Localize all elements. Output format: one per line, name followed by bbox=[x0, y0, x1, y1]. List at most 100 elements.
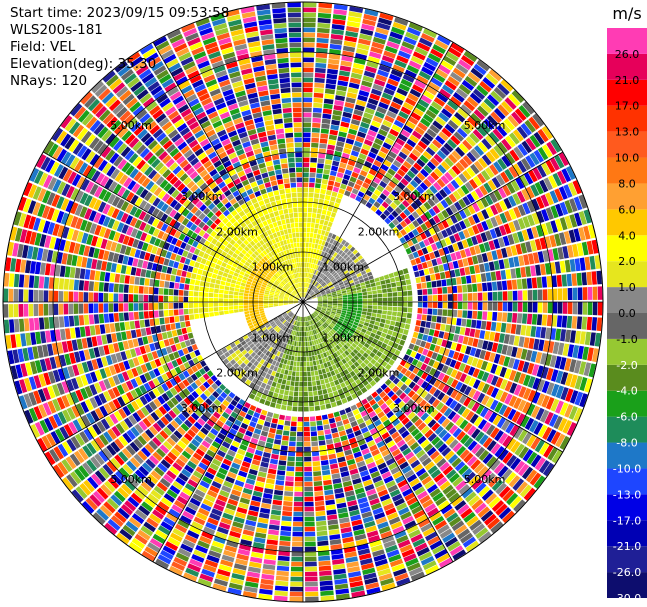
range-gate bbox=[482, 311, 488, 320]
range-gate bbox=[304, 486, 313, 492]
range-gate bbox=[323, 252, 328, 258]
range-gate bbox=[494, 214, 503, 226]
range-gate bbox=[108, 313, 115, 323]
range-gate bbox=[420, 214, 428, 223]
range-gate bbox=[333, 9, 347, 16]
range-gate bbox=[319, 261, 323, 267]
range-gate bbox=[481, 209, 490, 220]
range-gate bbox=[292, 526, 303, 532]
range-gate bbox=[581, 241, 589, 256]
range-gate bbox=[317, 265, 321, 271]
range-gate bbox=[414, 243, 421, 251]
range-gate bbox=[178, 289, 184, 296]
range-gate bbox=[481, 154, 492, 166]
range-gate bbox=[173, 309, 179, 316]
range-gate bbox=[313, 198, 319, 204]
range-gate bbox=[283, 425, 290, 431]
range-gate bbox=[303, 401, 309, 407]
range-gate bbox=[336, 277, 342, 282]
range-gate bbox=[487, 302, 493, 311]
range-gate bbox=[387, 297, 393, 302]
range-gate bbox=[325, 290, 331, 293]
range-gate bbox=[223, 290, 229, 295]
range-gate bbox=[311, 217, 316, 223]
range-gate bbox=[68, 291, 74, 302]
range-gate bbox=[581, 316, 588, 330]
range-gate bbox=[183, 302, 189, 309]
range-gate bbox=[532, 289, 538, 301]
range-gate bbox=[303, 242, 306, 248]
range-gate bbox=[319, 234, 324, 241]
range-gate bbox=[343, 254, 349, 260]
range-gate bbox=[349, 192, 357, 200]
range-gate bbox=[462, 293, 468, 301]
range-gate bbox=[336, 85, 348, 92]
range-gate bbox=[441, 84, 454, 95]
range-gate bbox=[168, 302, 174, 310]
range-gate bbox=[318, 224, 324, 230]
range-gate bbox=[345, 97, 356, 104]
range-gate bbox=[317, 303, 323, 305]
range-gate bbox=[309, 416, 316, 422]
range-gate bbox=[335, 95, 346, 102]
range-gate bbox=[531, 212, 540, 225]
range-gate bbox=[428, 227, 436, 236]
range-gate bbox=[325, 83, 336, 90]
range-gate bbox=[309, 177, 316, 183]
range-gate bbox=[396, 316, 402, 322]
range-gate bbox=[317, 298, 323, 301]
range-gate bbox=[584, 331, 591, 346]
range-gate bbox=[398, 151, 408, 160]
range-gate bbox=[421, 261, 428, 269]
range-gate bbox=[353, 57, 366, 65]
range-gate bbox=[424, 253, 431, 261]
range-gate bbox=[303, 107, 312, 113]
range-gate bbox=[371, 312, 377, 317]
range-gate bbox=[409, 192, 418, 201]
range-gate bbox=[493, 238, 501, 249]
range-gate bbox=[406, 170, 416, 179]
range-gate bbox=[542, 250, 550, 262]
range-gate bbox=[457, 108, 469, 119]
range-gate bbox=[556, 274, 563, 287]
range-gate bbox=[372, 142, 382, 150]
range-gate bbox=[153, 303, 159, 310]
range-gate bbox=[317, 299, 323, 302]
range-gate bbox=[319, 280, 324, 285]
range-gate bbox=[68, 279, 75, 290]
range-gate bbox=[303, 381, 308, 387]
range-gate bbox=[360, 282, 366, 287]
range-gate bbox=[352, 114, 362, 121]
range-gate bbox=[395, 137, 406, 147]
range-gate bbox=[331, 29, 344, 36]
range-gate bbox=[323, 257, 328, 263]
range-gate bbox=[472, 292, 478, 301]
range-gate bbox=[307, 212, 312, 218]
range-gate bbox=[545, 159, 556, 174]
range-gate bbox=[327, 295, 333, 298]
range-gate bbox=[413, 176, 422, 185]
range-gate bbox=[305, 252, 308, 258]
range-gate bbox=[312, 269, 316, 274]
range-gate bbox=[334, 181, 341, 188]
range-gate bbox=[571, 273, 578, 286]
range-gate bbox=[388, 150, 397, 159]
range-gate bbox=[303, 157, 310, 163]
range-gate bbox=[520, 242, 528, 254]
range-gate bbox=[417, 295, 423, 302]
range-gate bbox=[374, 277, 380, 283]
range-gate bbox=[428, 217, 437, 227]
range-gate bbox=[380, 59, 393, 68]
range-gate bbox=[209, 287, 215, 293]
range-gate bbox=[403, 208, 411, 217]
range-gate bbox=[469, 132, 480, 144]
range-gate bbox=[376, 106, 387, 115]
range-gate bbox=[359, 186, 367, 194]
range-gate bbox=[303, 371, 307, 377]
range-gate bbox=[294, 481, 303, 487]
range-gate bbox=[307, 283, 310, 288]
range-gate bbox=[573, 196, 583, 211]
range-gate bbox=[444, 196, 453, 206]
range-gate bbox=[485, 321, 492, 331]
range-gate bbox=[63, 278, 70, 290]
